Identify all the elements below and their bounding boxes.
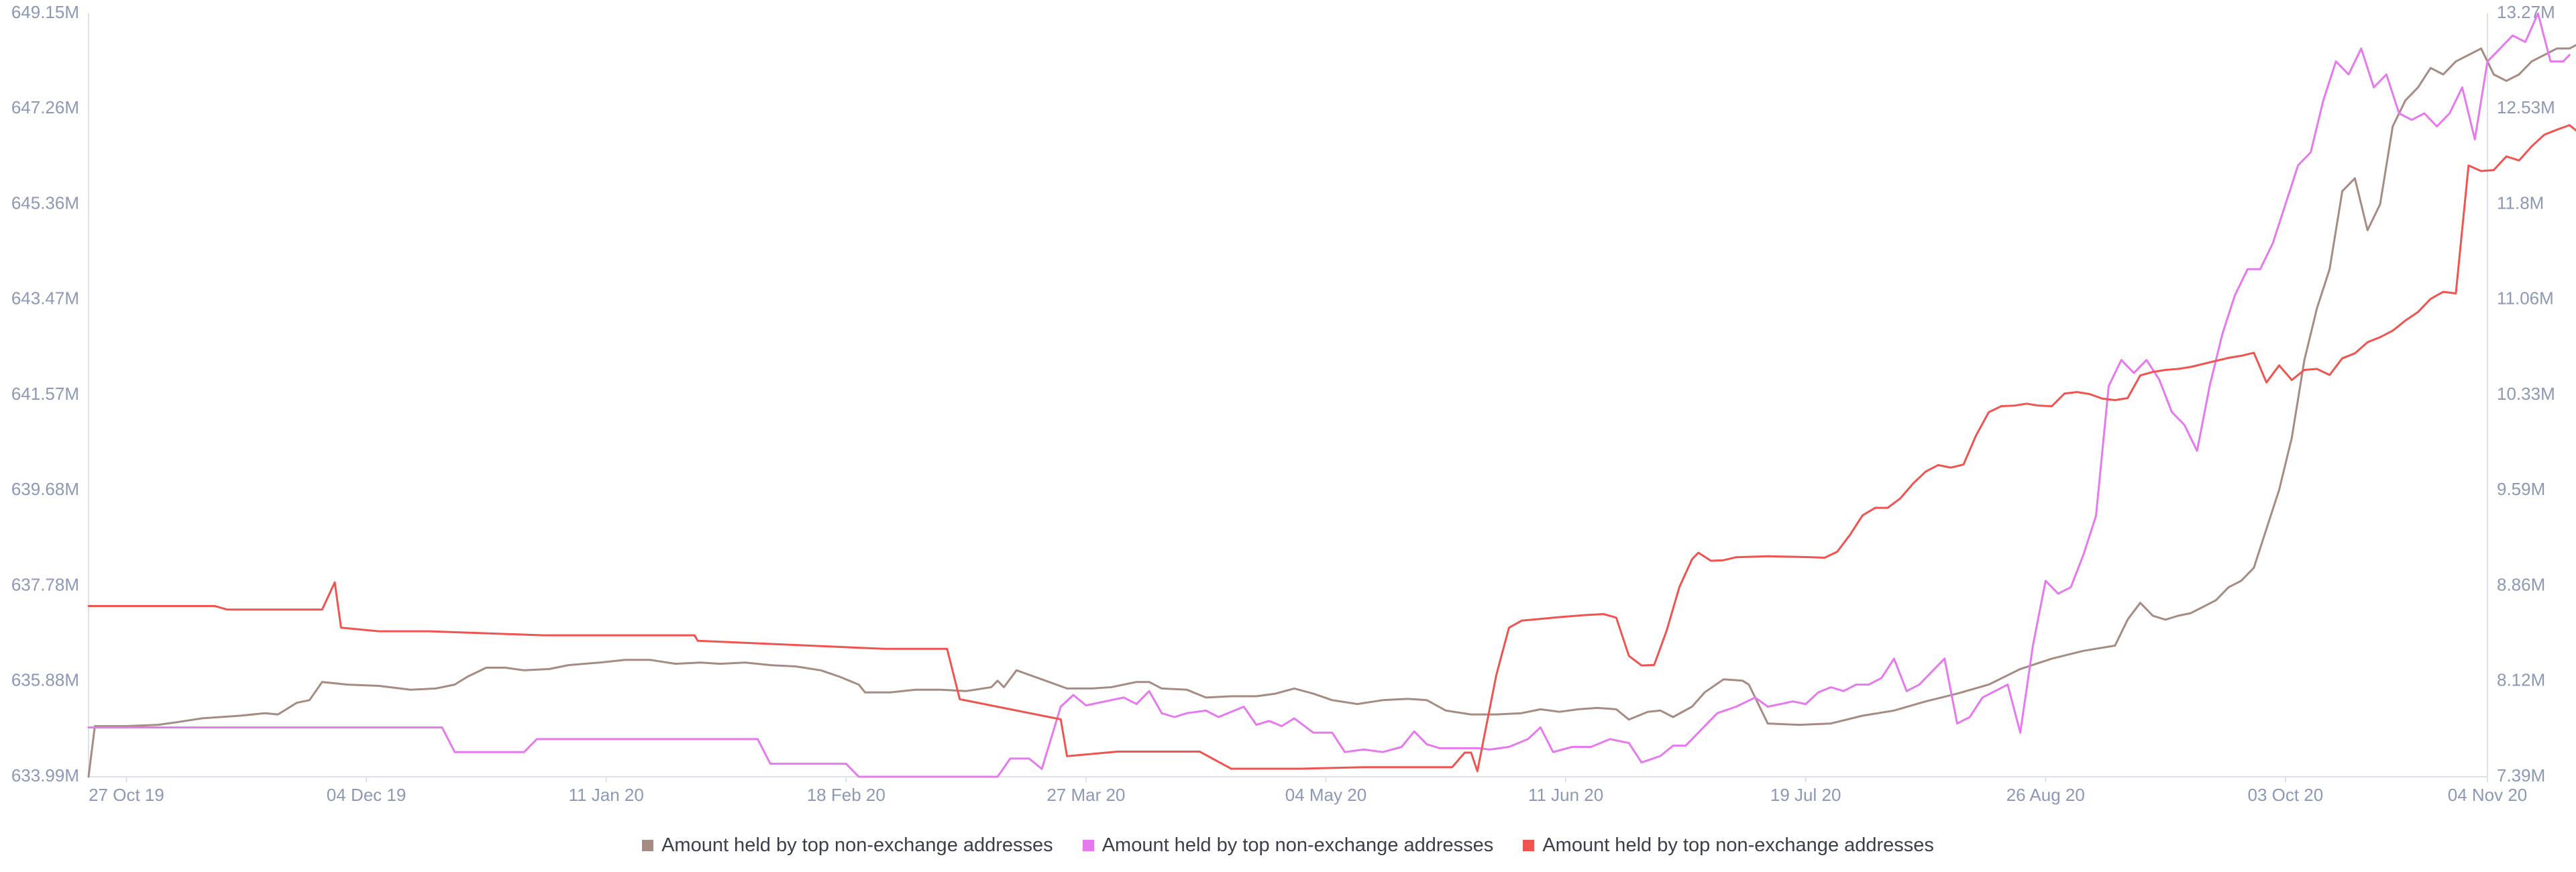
y-left-tick-label: 637.78M bbox=[11, 574, 79, 594]
x-tick-label: 04 Dec 19 bbox=[327, 785, 407, 805]
y-right-tick-label: 8.86M bbox=[2497, 574, 2545, 594]
legend-item-brown[interactable]: Amount held by top non-exchange addresse… bbox=[642, 834, 1053, 857]
x-tick-label: 11 Jun 20 bbox=[1528, 785, 1603, 805]
y-right-tick-label: 10.33M bbox=[2497, 384, 2555, 404]
legend-swatch-pink bbox=[1082, 839, 1094, 851]
legend-label-pink: Amount held by top non-exchange addresse… bbox=[1102, 834, 1494, 856]
y-left-tick-label: 645.36M bbox=[11, 193, 79, 213]
y-left-tick-label: 641.57M bbox=[11, 384, 79, 404]
x-tick-label: 18 Feb 20 bbox=[807, 785, 885, 805]
x-tick-label: 27 Oct 19 bbox=[89, 785, 164, 805]
legend-item-pink[interactable]: Amount held by top non-exchange addresse… bbox=[1082, 834, 1494, 857]
legend-label-red: Amount held by top non-exchange addresse… bbox=[1542, 834, 1934, 856]
x-tick-label: 11 Jan 20 bbox=[569, 785, 644, 805]
series-line-pink bbox=[87, 12, 2571, 778]
y-left-tick-label: 643.47M bbox=[11, 288, 79, 309]
series-line-brown bbox=[87, 44, 2576, 778]
y-left-tick-label: 635.88M bbox=[11, 670, 79, 690]
y-left-tick-label: 639.68M bbox=[11, 479, 79, 499]
y-right-tick-label: 9.59M bbox=[2497, 479, 2545, 499]
series-line-red bbox=[87, 124, 2576, 773]
x-tick-label: 04 Nov 20 bbox=[2448, 785, 2528, 805]
y-right-tick-label: 13.27M bbox=[2497, 2, 2555, 22]
y-left-tick-label: 647.26M bbox=[11, 97, 79, 117]
y-left-tick-label: 649.15M bbox=[11, 2, 79, 22]
y-right-tick-label: 11.8M bbox=[2497, 193, 2544, 213]
x-tick-label: 04 May 20 bbox=[1285, 785, 1366, 805]
legend: Amount held by top non-exchange addresse… bbox=[0, 828, 2576, 862]
legend-swatch-red bbox=[1523, 839, 1535, 851]
series-layer bbox=[87, 12, 2576, 778]
y-right-tick-label: 12.53M bbox=[2497, 97, 2555, 117]
ticks-layer: 633.99M 635.88M 637.78M 639.68M 641.57M 643.4… bbox=[11, 2, 2555, 805]
x-tick-label: 19 Jul 20 bbox=[1770, 785, 1841, 805]
x-tick-label: 26 Aug 20 bbox=[2006, 785, 2085, 805]
legend-swatch-brown bbox=[642, 839, 654, 851]
y-right-tick-label: 11.06M bbox=[2497, 288, 2554, 309]
axes-layer bbox=[88, 13, 2488, 782]
legend-label-brown: Amount held by top non-exchange addresse… bbox=[661, 834, 1053, 856]
y-left-tick-label: 633.99M bbox=[11, 765, 79, 785]
y-right-tick-label: 8.12M bbox=[2497, 670, 2545, 690]
y-right-tick-label: 7.39M bbox=[2497, 765, 2545, 785]
x-tick-label: 27 Mar 20 bbox=[1046, 785, 1125, 805]
x-tick-label: 03 Oct 20 bbox=[2247, 785, 2323, 805]
legend-item-red[interactable]: Amount held by top non-exchange addresse… bbox=[1523, 834, 1934, 857]
